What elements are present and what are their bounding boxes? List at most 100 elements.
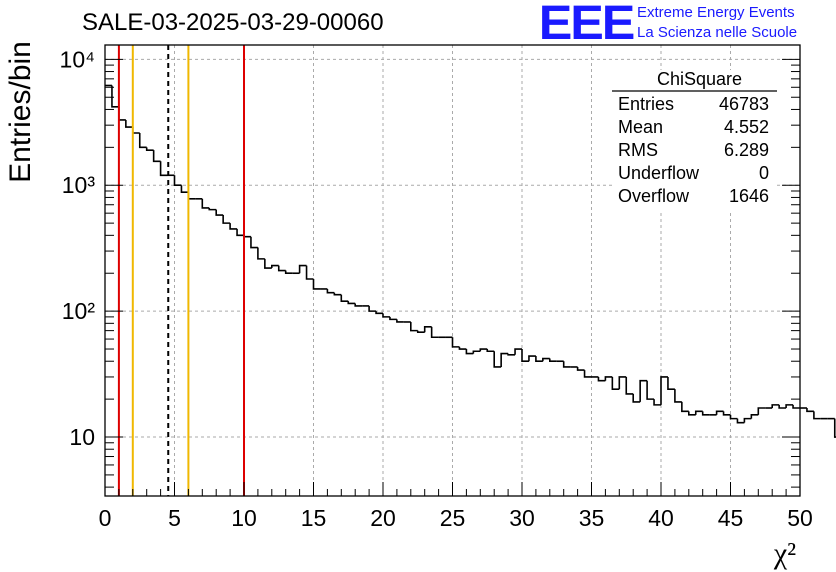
histogram-bin	[243, 235, 251, 238]
x-tick-label: 0	[99, 505, 112, 531]
histogram-bin	[785, 404, 794, 409]
histogram-bin	[583, 370, 592, 378]
histogram-bin	[625, 376, 634, 395]
grid-lines	[105, 45, 800, 496]
x-tick-label: 25	[440, 505, 466, 531]
histogram-bin	[416, 330, 425, 334]
x-axis-label: χ²	[773, 537, 796, 570]
histogram-bin	[125, 119, 133, 128]
histogram-bin	[145, 147, 154, 151]
x-tick-label: 20	[370, 505, 396, 531]
histogram-bin	[604, 376, 613, 381]
histogram-bin	[653, 399, 661, 406]
histogram-bin	[576, 366, 585, 371]
histogram-bin	[694, 410, 703, 415]
histogram-bin	[222, 215, 231, 224]
histogram-bin	[132, 127, 140, 134]
histogram-bin	[451, 337, 460, 348]
histogram-bin	[542, 357, 550, 362]
histogram-bin	[347, 301, 356, 305]
histogram-bin	[688, 411, 696, 416]
histogram-bin	[757, 407, 766, 415]
x-tick-label: 15	[301, 505, 327, 531]
histogram-bin	[736, 418, 745, 424]
histogram-bin	[271, 264, 279, 269]
histogram-bin	[632, 393, 641, 403]
histogram-bin	[806, 408, 814, 413]
histogram-bin	[514, 348, 522, 355]
histogram-bin	[138, 132, 147, 149]
histogram-bin	[507, 353, 516, 356]
y-axis-label: Entries/bin	[4, 41, 37, 183]
x-tick-label: 30	[509, 505, 535, 531]
stats-background	[612, 70, 777, 210]
histogram-bin	[396, 319, 404, 323]
stats-label: Entries	[618, 94, 674, 114]
histogram-bin	[667, 376, 675, 390]
histogram-bin	[389, 316, 397, 321]
axis-ticks: 0 5 10 15 20 25 30 35 40 45 50 10 10² 10³ 10⁴	[60, 46, 813, 531]
histogram-bin	[312, 278, 321, 290]
histogram-bin	[284, 270, 293, 275]
stats-value: 4.552	[724, 117, 769, 137]
histogram-bin	[430, 326, 439, 339]
histogram-bin	[521, 349, 529, 363]
y-tick-label: 10	[69, 424, 95, 450]
histogram-bin	[465, 349, 474, 355]
histogram-bin	[111, 85, 119, 108]
y-tick-label: 10⁴	[60, 46, 95, 72]
histogram-bin	[729, 414, 738, 420]
x-tick-label: 40	[648, 505, 674, 531]
stats-value: 46783	[719, 94, 769, 114]
histogram-bin	[646, 380, 655, 400]
histogram-bin	[375, 311, 383, 315]
histogram-bin	[611, 376, 620, 390]
stats-title: ChiSquare	[657, 69, 742, 89]
histogram-bin	[305, 265, 314, 280]
histogram-bin	[340, 294, 349, 302]
y-tick-label: 10³	[62, 172, 96, 198]
histogram-bin	[486, 349, 495, 353]
histogram-bin	[410, 321, 418, 332]
x-tick-label: 50	[787, 505, 813, 531]
histogram-bin	[597, 376, 606, 382]
histogram-bin	[368, 305, 377, 312]
histogram-bin	[423, 326, 432, 333]
histogram-bin	[833, 418, 836, 438]
eee-logo: EEE	[538, 0, 636, 50]
histogram-bin	[792, 404, 800, 409]
histogram-bin	[118, 106, 126, 121]
histogram-bin	[208, 207, 217, 211]
histogram-bin	[382, 313, 390, 318]
histogram-bin	[250, 236, 258, 249]
stats-label: Mean	[618, 117, 663, 137]
histogram-bin	[201, 198, 210, 209]
histogram-bin	[257, 247, 265, 260]
histogram-bin	[778, 404, 787, 409]
stats-value: 0	[759, 163, 769, 183]
histogram-bin	[660, 376, 668, 405]
histogram-bin	[264, 258, 272, 269]
histogram-bin	[229, 223, 238, 230]
stats-value: 6.289	[724, 140, 769, 160]
histogram-bin	[535, 356, 543, 363]
histogram-bin	[152, 150, 161, 163]
histogram-bin	[750, 414, 759, 419]
histogram-bin	[326, 288, 335, 294]
histogram-bin	[562, 361, 571, 368]
logo-line-2: La Scienza nelle Scuole	[637, 24, 798, 41]
x-tick-label: 5	[168, 505, 181, 531]
x-tick-label: 35	[579, 505, 605, 531]
histogram-bin	[187, 192, 196, 200]
histogram-bin	[479, 348, 488, 352]
histogram-bin	[722, 411, 731, 416]
histogram-bin	[173, 175, 182, 187]
histogram-bin	[681, 401, 689, 413]
histogram-bin	[215, 209, 224, 216]
histogram-bin	[701, 411, 710, 416]
histogram-bin	[674, 389, 682, 403]
histogram-bin	[743, 417, 752, 423]
cut-lines	[117, 45, 245, 496]
histogram-bin	[354, 303, 363, 307]
histogram-bin	[771, 404, 780, 409]
